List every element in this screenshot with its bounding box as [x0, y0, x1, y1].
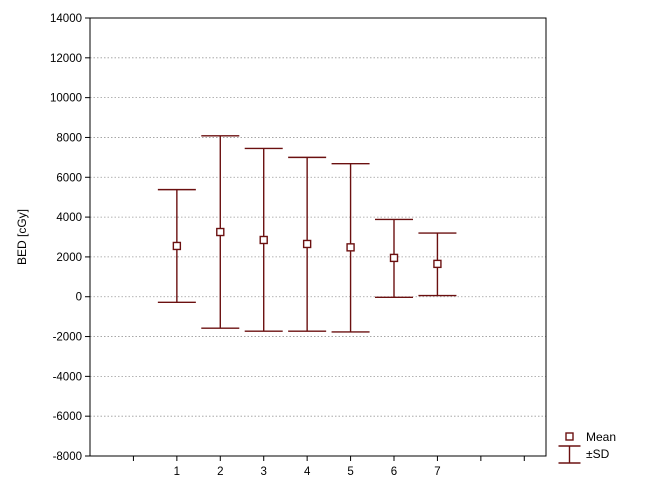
- mean-marker: [302, 239, 312, 249]
- series-layer: [157, 135, 457, 333]
- x-tick-label: 7: [434, 466, 440, 478]
- mean-marker: [172, 241, 182, 251]
- y-tick-label: 8000: [56, 132, 82, 144]
- mean-marker: [346, 243, 355, 252]
- legend-mean-marker: [565, 432, 574, 441]
- y-tick-label: 14000: [50, 13, 82, 25]
- x-axis-ticks: 1 2 3 4 5 6 7: [132, 456, 525, 478]
- mean-marker: [259, 235, 268, 245]
- plot-frame: [89, 17, 547, 457]
- axis-layer: [89, 17, 547, 457]
- y-tick-label: 10000: [50, 93, 82, 105]
- x-tick-label: 4: [304, 466, 311, 478]
- legend-sd-label: ±SD: [586, 447, 610, 461]
- legend: Mean ±SD: [558, 430, 616, 464]
- y-tick-label: 2000: [56, 252, 82, 264]
- mean-marker: [216, 227, 225, 237]
- x-tick-label: 5: [347, 466, 353, 478]
- mean-marker: [389, 253, 399, 263]
- y-tick-label: -8000: [53, 451, 82, 463]
- grid-layer: [90, 57, 546, 417]
- errorbar-group-3: [244, 147, 283, 332]
- x-tick-label: 6: [391, 466, 397, 478]
- y-tick-label: -6000: [53, 411, 82, 423]
- legend-mean-label: Mean: [586, 430, 616, 444]
- x-tick-label: 3: [261, 466, 267, 478]
- errorbar-group-7: [418, 232, 457, 297]
- y-tick-label: 0: [76, 292, 82, 304]
- mean-marker: [433, 259, 442, 269]
- legend-sd-marker: [558, 445, 581, 464]
- errorbar-group-4: [288, 156, 327, 332]
- y-tick-label: 6000: [56, 172, 82, 184]
- y-tick-label: 4000: [56, 212, 82, 224]
- errorbar-group-2: [201, 135, 240, 329]
- y-tick-label: -4000: [53, 371, 82, 383]
- x-tick-label: 2: [217, 466, 223, 478]
- errorbar-group-5: [331, 163, 370, 333]
- errorbar-group-6: [375, 218, 413, 299]
- y-axis-title: BED [cGy]: [15, 209, 29, 265]
- y-axis-ticks: -8000 -6000 -4000 -2000 0 2000 4000 6000 8000 100…: [50, 13, 90, 463]
- errorbar-group-1: [157, 188, 196, 304]
- x-tick-label: 1: [174, 466, 180, 478]
- y-tick-label: -2000: [53, 332, 82, 344]
- y-tick-label: 12000: [50, 53, 82, 65]
